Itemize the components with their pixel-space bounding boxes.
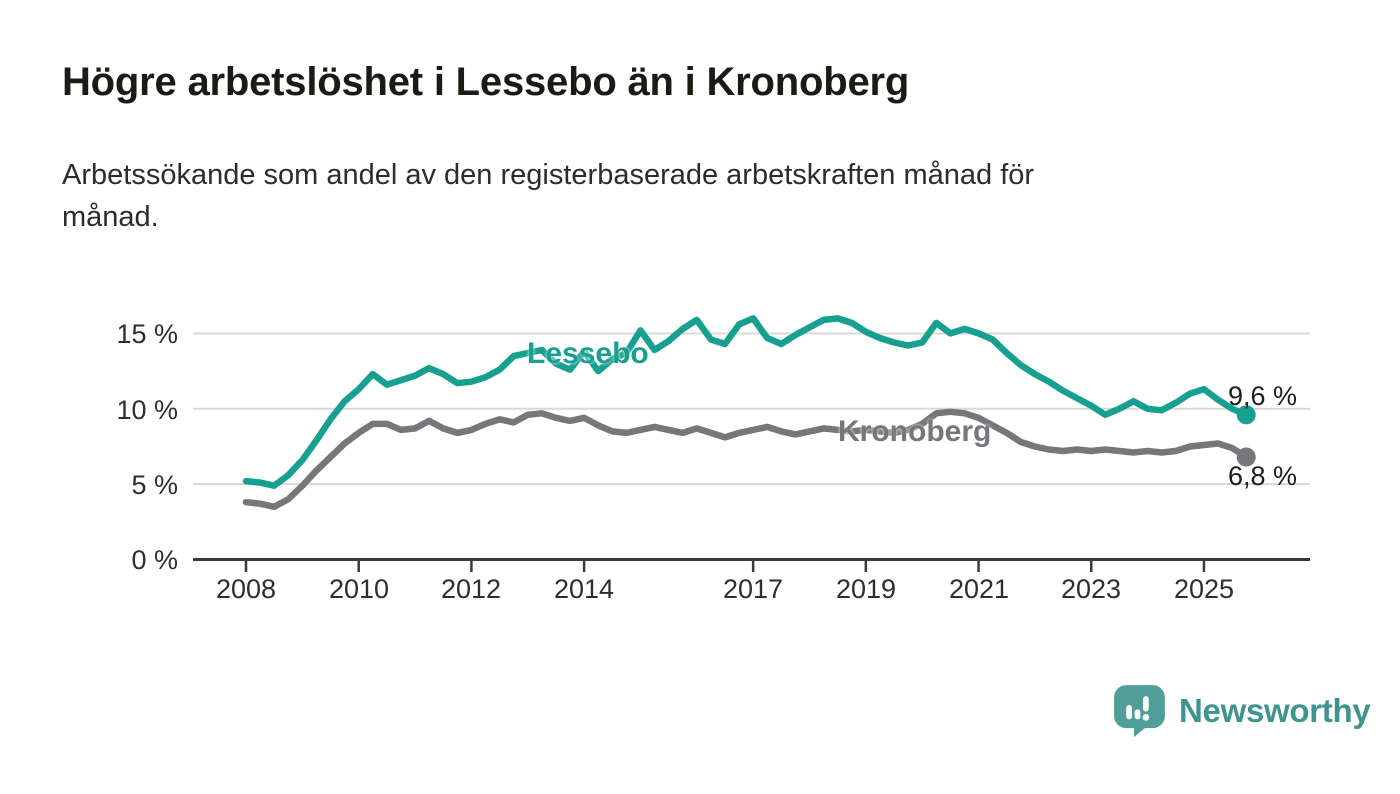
y-axis-tick-label: 15 % xyxy=(116,319,178,349)
newsworthy-branding: Newsworthy xyxy=(1113,684,1371,737)
subtitle-line-2: månad. xyxy=(62,201,159,234)
x-axis-tick-label: 2021 xyxy=(948,574,1010,604)
x-axis-tick-label: 2017 xyxy=(722,574,784,604)
series-label-kronoberg: Kronoberg xyxy=(838,415,992,448)
series-line-kronoberg xyxy=(242,408,1250,511)
x-axis-tick-label: 2025 xyxy=(1173,574,1235,604)
series-label-lessebo: Lessebo xyxy=(527,337,649,370)
bar-chart-bubble-icon xyxy=(1114,685,1165,737)
y-axis-tick-label: 0 % xyxy=(131,545,178,575)
end-value-label-lessebo: 9,6 % xyxy=(1228,381,1298,411)
page-title: Högre arbetslöshet i Lessebo än i Kronob… xyxy=(62,60,910,104)
x-axis-tick-label: 2019 xyxy=(835,574,897,604)
subtitle-line-1: Arbetssökande som andel av den registerb… xyxy=(62,159,1035,191)
series-end-dot-kronoberg xyxy=(1236,447,1256,467)
y-axis-tick-label: 10 % xyxy=(116,395,178,425)
page-subtitle: Arbetssökande som andel av den registerb… xyxy=(62,154,1034,238)
end-value-label-kronoberg: 6,8 % xyxy=(1228,461,1298,491)
x-axis-tick-label: 2010 xyxy=(328,574,390,604)
series-line-lessebo xyxy=(242,315,1250,489)
x-axis-tick-label: 2012 xyxy=(440,574,502,604)
series-end-dot-lessebo xyxy=(1236,405,1256,425)
y-axis-tick-label: 5 % xyxy=(131,470,178,500)
brand-name: Newsworthy xyxy=(1179,691,1371,729)
x-axis-tick-label: 2023 xyxy=(1060,574,1122,604)
x-axis-tick-label: 2014 xyxy=(553,574,615,604)
x-axis-tick-label: 2008 xyxy=(215,574,277,604)
